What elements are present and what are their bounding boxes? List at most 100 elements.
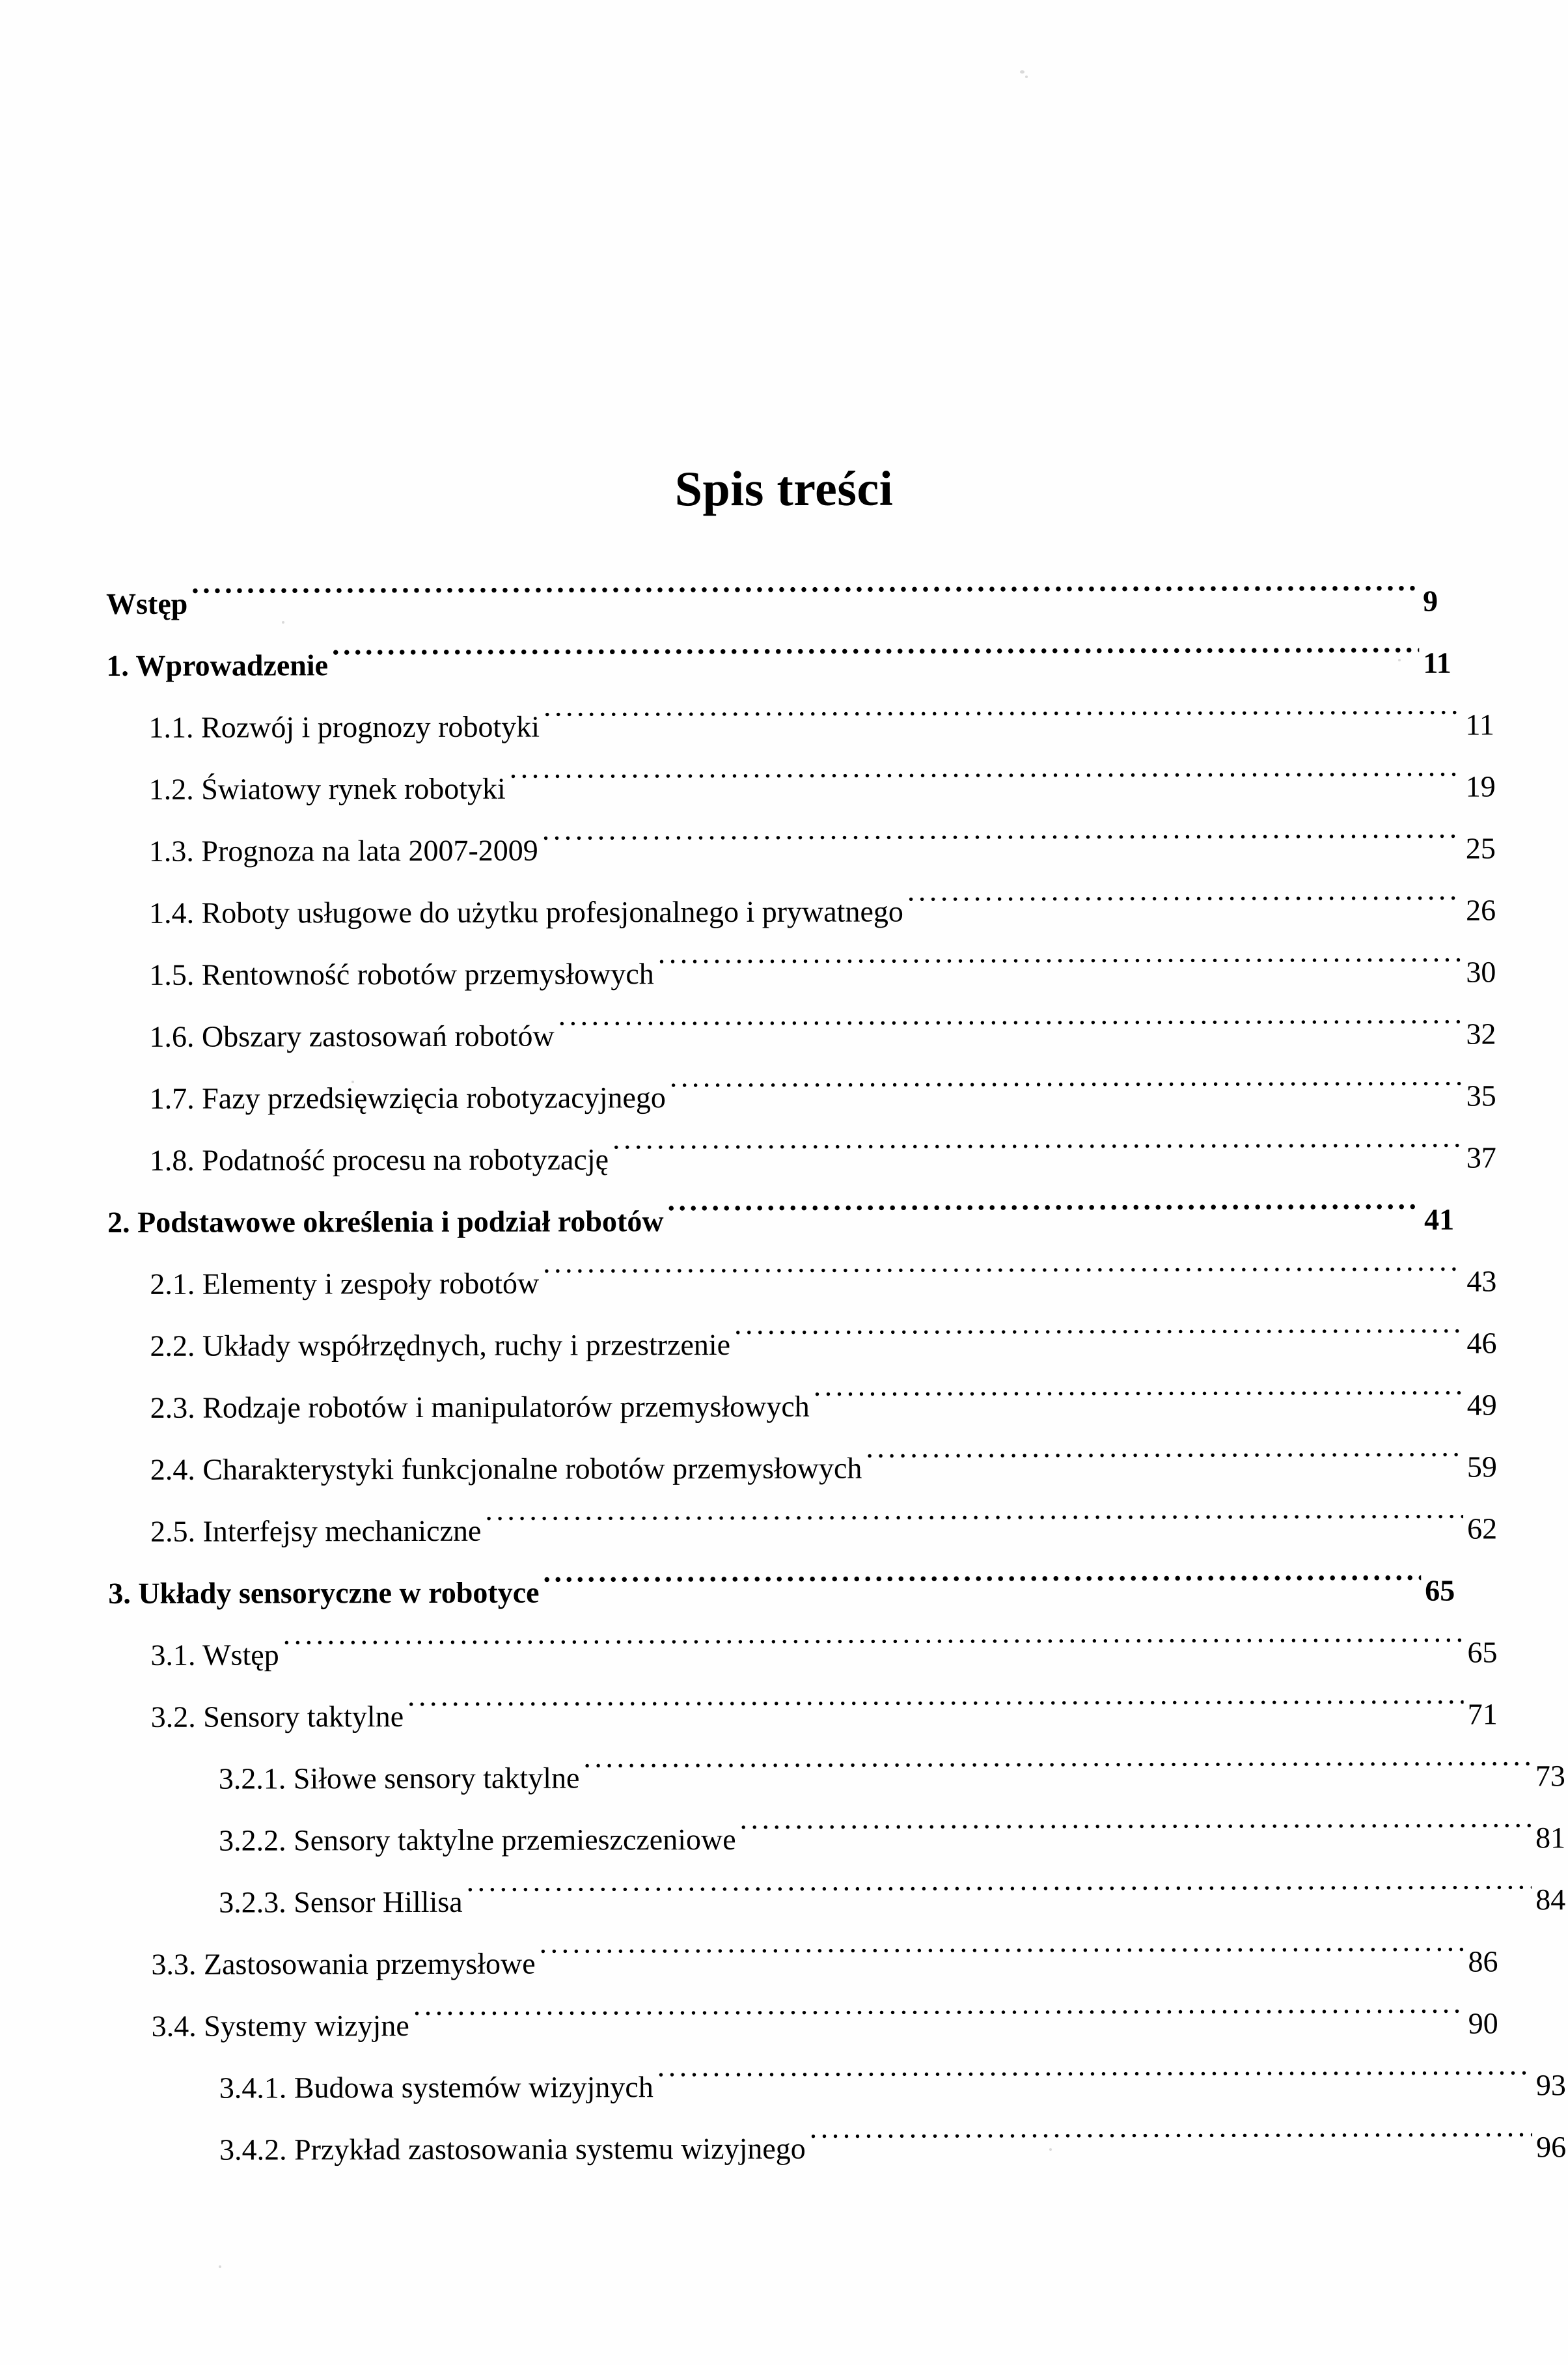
dot-leader [542, 829, 1462, 861]
toc-entry-page-number: 86 [1468, 1944, 1498, 1978]
scan-speck [1025, 76, 1028, 78]
toc-entry[interactable]: 3.3. Zastosowania przemysłowe 86 [100, 1930, 1524, 1995]
dot-leader [467, 1879, 1532, 1911]
dot-leader [332, 643, 1419, 675]
toc-entry-page-number: 19 [1465, 769, 1496, 803]
toc-entry-page-number: 11 [1423, 646, 1451, 680]
toc-entry-page-number: 49 [1466, 1388, 1497, 1422]
toc-entry[interactable]: 3.1. Wstęp 65 [100, 1621, 1523, 1686]
dot-leader [734, 1323, 1463, 1355]
toc-entry[interactable]: 1.3. Prognoza na lata 2007-2009 25 [98, 817, 1522, 882]
dot-leader [612, 1138, 1463, 1170]
toc-entry[interactable]: 1. Wprowadzenie 11 [98, 632, 1479, 697]
toc-entry[interactable]: 3.2.2. Sensory taktylne przemieszczeniow… [100, 1806, 1568, 1872]
toc-entry-page-number: 43 [1466, 1264, 1497, 1298]
dot-leader [558, 1014, 1463, 1046]
toc-entry-page-number: 59 [1466, 1450, 1497, 1484]
toc-entry-label: 3.4.2. Przykład zastosowania systemu wiz… [219, 2131, 806, 2166]
dot-leader [191, 581, 1419, 614]
dot-leader [583, 1756, 1532, 1788]
toc-entry-label: 1. Wprowadzenie [106, 648, 329, 682]
toc-entry[interactable]: 1.6. Obszary zastosowań robotów 32 [98, 1003, 1522, 1068]
dot-leader [543, 1571, 1421, 1603]
scan-speck [351, 1081, 354, 1083]
toc-entry[interactable]: 3.4.1. Budowa systemów wizyjnych 93 [101, 2054, 1568, 2119]
toc-entry[interactable]: 2.5. Interfejsy mechaniczne 62 [100, 1497, 1523, 1562]
toc-entry[interactable]: 3.2.3. Sensor Hillisa 84 [100, 1868, 1568, 1933]
toc-entry-label: 1.4. Roboty usługowe do użytku profesjon… [149, 894, 903, 930]
dot-leader [543, 705, 1462, 737]
toc-entry[interactable]: 3.2.1. Siłowe sensory taktylne 73 [100, 1745, 1568, 1810]
scan-speck [1020, 70, 1025, 74]
toc-entry-label: 2.5. Interfejsy mechaniczne [150, 1514, 482, 1548]
toc-entry-label: 3.4. Systemy wizyjne [151, 2009, 409, 2043]
toc-entry[interactable]: 1.5. Rentowność robotów przemysłowych 30 [98, 941, 1522, 1006]
toc-entry-page-number: 46 [1466, 1326, 1497, 1360]
toc-entry-page-number: 71 [1467, 1697, 1498, 1731]
toc-entry[interactable]: 1.4. Roboty usługowe do użytku profesjon… [98, 879, 1522, 944]
toc-entry-label: 1.1. Rozwój i prognozy robotyki [148, 710, 540, 744]
toc-entry-page-number: 37 [1466, 1141, 1496, 1174]
scan-speck [219, 2265, 221, 2268]
toc-entry-label: 2.4. Charakterystyki funkcjonalne robotó… [150, 1451, 862, 1486]
toc-entry[interactable]: 3.4.2. Przykład zastosowania systemu wiz… [101, 2116, 1568, 2181]
toc-entry-page-number: 11 [1465, 708, 1494, 741]
dot-leader [866, 1447, 1463, 1478]
toc-entry-page-number: 96 [1536, 2130, 1567, 2164]
dot-leader [540, 1942, 1465, 1974]
toc-entry-page-number: 62 [1467, 1512, 1498, 1545]
toc-entry[interactable]: 2. Podstawowe określenia i podział robot… [99, 1189, 1480, 1253]
toc-entry[interactable]: Wstęp 9 [98, 570, 1479, 635]
dot-leader [658, 952, 1463, 984]
toc-entry[interactable]: 1.8. Podatność procesu na robotyzację 37 [99, 1126, 1522, 1191]
toc-entry-label: 3.4.1. Budowa systemów wizyjnych [219, 2070, 653, 2105]
toc-entry-label: Wstęp [106, 587, 188, 620]
toc-entry-page-number: 26 [1466, 893, 1496, 927]
toc-entry[interactable]: 2.3. Rodzaje robotów i manipulatorów prz… [100, 1374, 1523, 1439]
toc-entry-page-number: 90 [1468, 2006, 1498, 2040]
dot-leader [667, 1200, 1420, 1231]
toc-entry[interactable]: 2.1. Elementy i zespoły robotów 43 [99, 1250, 1522, 1315]
toc-entry[interactable]: 3.2. Sensory taktylne 71 [100, 1683, 1524, 1748]
toc-entry-label: 3.2.1. Siłowe sensory taktylne [218, 1761, 580, 1795]
dot-leader [740, 1818, 1532, 1849]
toc-entry-label: 3.2.2. Sensory taktylne przemieszczeniow… [219, 1822, 736, 1857]
toc-entry-label: 1.6. Obszary zastosowań robotów [149, 1019, 555, 1053]
toc-entry[interactable]: 1.2. Światowy rynek robotyki 19 [98, 755, 1522, 820]
toc-entry-label: 2.3. Rodzaje robotów i manipulatorów prz… [150, 1389, 810, 1424]
dot-leader [407, 1694, 1464, 1726]
toc-entry-label: 3.2.3. Sensor Hillisa [219, 1885, 463, 1919]
dot-leader [814, 1385, 1463, 1417]
dot-leader [283, 1633, 1464, 1665]
toc-entry-label: 1.3. Prognoza na lata 2007-2009 [148, 833, 538, 868]
dot-leader [810, 2127, 1532, 2158]
toc-entry-page-number: 41 [1424, 1202, 1455, 1236]
toc-entry[interactable]: 1.1. Rozwój i prognozy robotyki 11 [98, 693, 1521, 758]
toc-entry[interactable]: 2.2. Układy współrzędnych, ruchy i przes… [99, 1312, 1522, 1377]
page-title: Spis treści [674, 461, 894, 517]
toc-entry[interactable]: 1.7. Fazy przedsięwzięcia robotyzacyjneg… [99, 1064, 1522, 1129]
toc-entry-page-number: 73 [1535, 1759, 1565, 1793]
dot-leader [485, 1509, 1463, 1541]
toc-entry-page-number: 65 [1425, 1573, 1455, 1607]
dot-leader [907, 891, 1462, 922]
toc-entry-label: 1.7. Fazy przedsięwzięcia robotyzacyjneg… [149, 1081, 666, 1115]
dot-leader [657, 2065, 1532, 2097]
toc-entry[interactable]: 3. Układy sensoryczne w robotyce 65 [100, 1560, 1481, 1624]
toc-entry-label: 1.8. Podatność procesu na robotyzację [149, 1142, 609, 1177]
toc-entry-label: 3.2. Sensory taktylne [150, 1700, 404, 1734]
toc-entry[interactable]: 3.4. Systemy wizyjne 90 [101, 1992, 1524, 2057]
toc-entry-page-number: 25 [1465, 831, 1496, 865]
toc-entry-page-number: 65 [1467, 1635, 1498, 1669]
toc-entry-page-number: 35 [1466, 1079, 1496, 1113]
toc-entry-page-number: 9 [1423, 584, 1438, 618]
toc-entry-label: 3. Układy sensoryczne w robotyce [108, 1575, 540, 1610]
toc-entry-label: 2.1. Elementy i zespoły robotów [150, 1266, 540, 1301]
toc-entry-page-number: 30 [1466, 955, 1496, 989]
toc-entry-label: 3.3. Zastosowania przemysłowe [151, 1946, 536, 1981]
toc-entry[interactable]: 2.4. Charakterystyki funkcjonalne robotó… [100, 1435, 1523, 1501]
toc-entry-page-number: 93 [1535, 2068, 1566, 2102]
dot-leader [543, 1262, 1463, 1293]
table-of-contents: Wstęp91. Wprowadzenie111.1. Rozwój i pro… [98, 570, 1566, 2181]
